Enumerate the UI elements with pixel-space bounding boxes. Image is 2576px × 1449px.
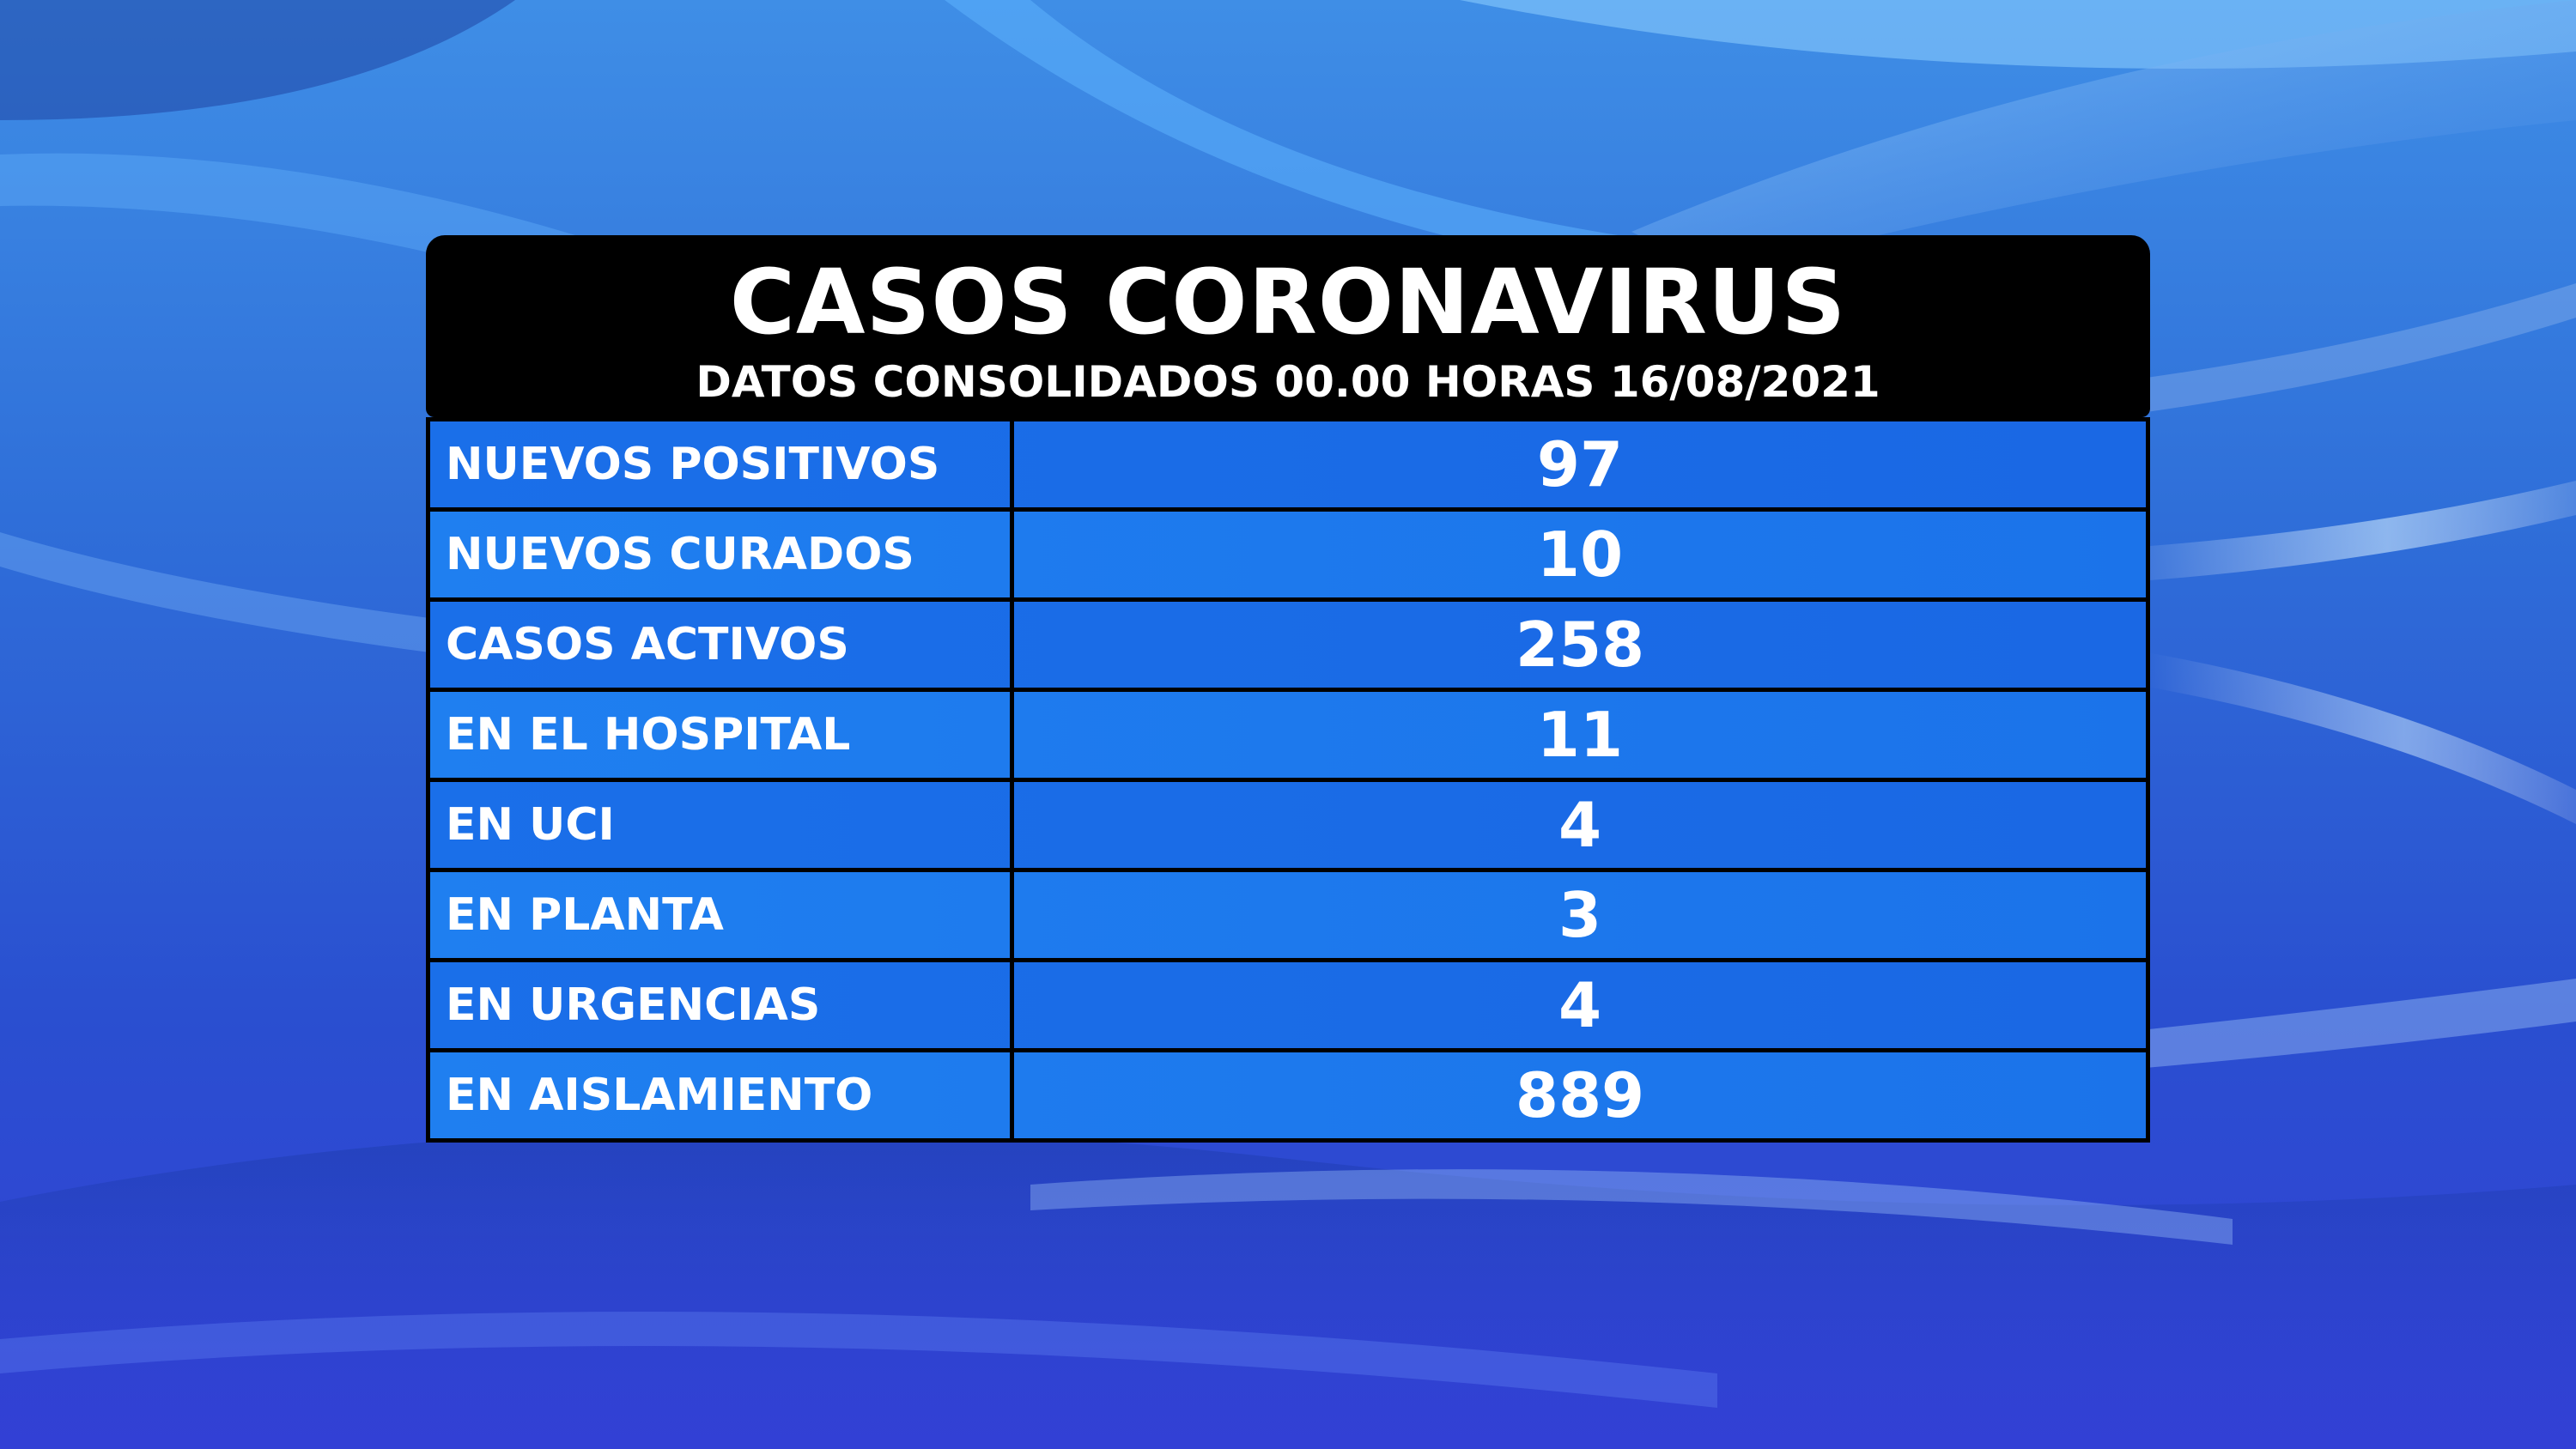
table-row: EN EL HOSPITAL 11 bbox=[430, 688, 2146, 778]
row-value: 4 bbox=[1558, 969, 1602, 1041]
row-value: 3 bbox=[1558, 879, 1602, 951]
table-row: EN UCI 4 bbox=[430, 778, 2146, 868]
table-row: EN AISLAMIENTO 889 bbox=[430, 1048, 2146, 1138]
panel-subtitle: DATOS CONSOLIDADOS 00.00 HORAS 16/08/202… bbox=[696, 357, 1880, 407]
row-label: EN EL HOSPITAL bbox=[430, 692, 1014, 778]
row-label: EN AISLAMIENTO bbox=[430, 1052, 1014, 1138]
row-label: EN URGENCIAS bbox=[430, 962, 1014, 1048]
row-value: 97 bbox=[1536, 428, 1624, 500]
row-label: EN UCI bbox=[430, 782, 1014, 868]
row-value: 4 bbox=[1558, 789, 1602, 861]
row-label: NUEVOS CURADOS bbox=[430, 512, 1014, 597]
stats-table: NUEVOS POSITIVOS 97 NUEVOS CURADOS 10 CA… bbox=[426, 417, 2150, 1143]
table-row: CASOS ACTIVOS 258 bbox=[430, 597, 2146, 688]
row-value: 258 bbox=[1515, 609, 1645, 681]
row-label: NUEVOS POSITIVOS bbox=[430, 421, 1014, 507]
table-row: NUEVOS POSITIVOS 97 bbox=[430, 417, 2146, 507]
row-value: 889 bbox=[1515, 1059, 1645, 1131]
row-label: CASOS ACTIVOS bbox=[430, 602, 1014, 688]
table-row: EN URGENCIAS 4 bbox=[430, 958, 2146, 1048]
row-value: 10 bbox=[1536, 518, 1624, 591]
row-value: 11 bbox=[1536, 699, 1624, 771]
table-row: NUEVOS CURADOS 10 bbox=[430, 507, 2146, 597]
row-label: EN PLANTA bbox=[430, 872, 1014, 958]
panel-title: CASOS CORONAVIRUS bbox=[729, 250, 1847, 355]
table-row: EN PLANTA 3 bbox=[430, 868, 2146, 958]
coronavirus-panel: CASOS CORONAVIRUS DATOS CONSOLIDADOS 00.… bbox=[426, 235, 2150, 1143]
panel-header: CASOS CORONAVIRUS DATOS CONSOLIDADOS 00.… bbox=[426, 235, 2150, 417]
